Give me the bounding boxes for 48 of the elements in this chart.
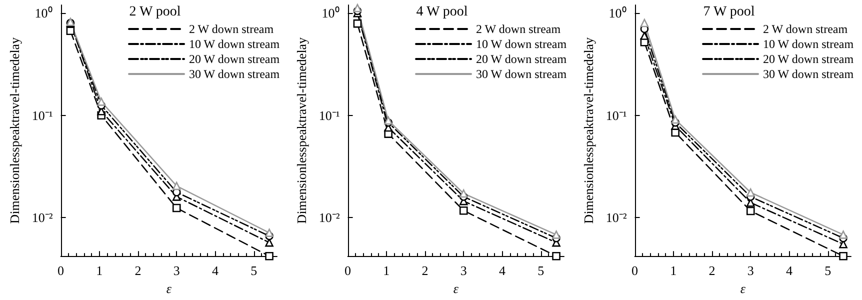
legend-label: 20 W down stream [476, 52, 568, 66]
legend-label: 2 W down stream [476, 22, 562, 36]
x-tick-label: 0 [58, 263, 64, 278]
y-tick-label: 10⁻² [606, 210, 627, 226]
x-tick-label: 2 [422, 263, 428, 278]
legend-label: 2 W down stream [189, 22, 274, 36]
x-tick-label: 3 [173, 263, 180, 278]
y-tick-label: 10⁻² [32, 210, 53, 226]
chart-title: 2 W pool [129, 4, 181, 20]
legend-label: 20 W down stream [763, 52, 854, 66]
x-tick-label: 0 [344, 263, 352, 278]
legend-label: 20 W down stream [189, 52, 280, 66]
x-tick-label: 1 [96, 263, 103, 278]
legend-label: 10 W down stream [763, 37, 854, 51]
y-axis-title: Dimensionlesspeaktravel-timedelay [294, 36, 309, 224]
y-tick-label: 10⁰ [34, 6, 53, 21]
x-tick-label: 5 [250, 263, 258, 278]
x-tick-label: 4 [498, 263, 506, 278]
legend-label: 30 W down stream [476, 67, 568, 81]
y-tick-label: 10⁻¹ [32, 108, 53, 123]
x-tick-label: 2 [134, 263, 142, 278]
y-tick-label: 10⁰ [608, 6, 627, 21]
y-tick-label: 10⁰ [322, 6, 340, 21]
x-tick-label: 2 [708, 263, 716, 278]
legend-label: 30 W down stream [763, 67, 854, 81]
y-tick-label: 10⁻² [318, 210, 340, 226]
x-tick-label: 0 [632, 263, 638, 278]
legend-label: 30 W down stream [189, 67, 280, 81]
x-tick-label: 5 [538, 263, 544, 278]
legend-label: 10 W down stream [476, 37, 568, 51]
y-axis-title: Dimensionlesspeaktravel-timedelay [581, 36, 596, 224]
x-axis-title: ε [453, 281, 460, 296]
x-axis-title: ε [166, 281, 172, 296]
legend-label: 2 W down stream [763, 22, 848, 36]
x-tick-label: 3 [747, 263, 754, 278]
chart-title: 7 W pool [703, 4, 755, 20]
y-axis-title: Dimensionlesspeaktravel-timedelay [7, 36, 22, 224]
y-tick-label: 10⁻¹ [318, 108, 340, 123]
x-tick-label: 4 [212, 263, 219, 278]
x-axis-title: ε [740, 281, 746, 296]
x-tick-label: 4 [786, 263, 793, 278]
legend-label: 10 W down stream [189, 37, 280, 51]
x-tick-label: 5 [824, 263, 832, 278]
x-tick-label: 1 [383, 263, 390, 278]
y-tick-label: 10⁻¹ [606, 108, 627, 123]
x-tick-label: 1 [670, 263, 677, 278]
x-tick-label: 3 [460, 263, 467, 278]
chart-title: 4 W pool [416, 4, 468, 20]
